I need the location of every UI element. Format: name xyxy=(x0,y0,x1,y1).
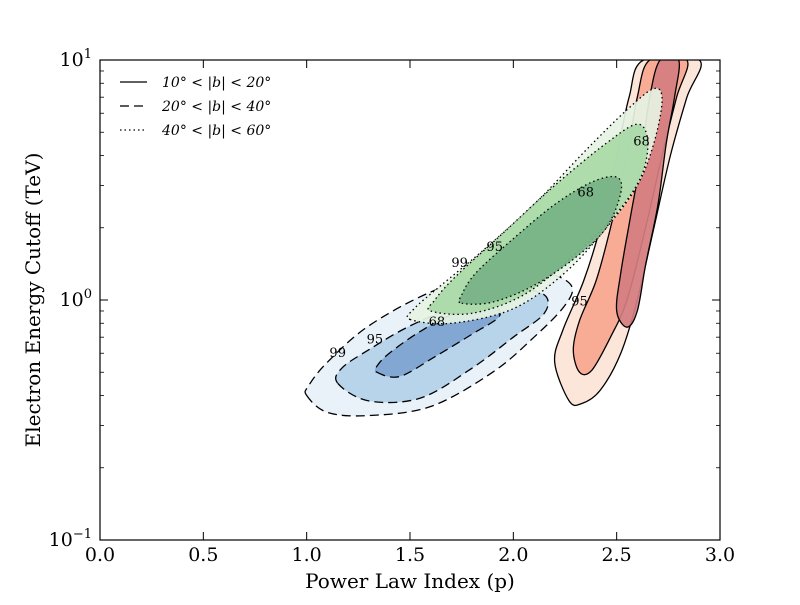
legend-label: 20° < |b| < 40° xyxy=(161,99,271,115)
contour-series1-level-68 xyxy=(615,60,681,328)
x-tick-label: 1.0 xyxy=(292,544,322,566)
contour-labels: 95 68 99 95 68 99 95 68 xyxy=(329,135,649,361)
x-axis-label: Power Law Index (p) xyxy=(305,569,515,593)
contour-label-series1-68: 68 xyxy=(633,135,650,150)
contour-label-series3-95: 95 xyxy=(486,240,503,255)
contour-series3-level-68 xyxy=(458,175,623,305)
legend-label: 40° < |b| < 60° xyxy=(161,123,271,139)
contour-label-series2-99: 99 xyxy=(329,346,346,361)
legend: 10° < |b| < 20° 20° < |b| < 40° 40° < |b| … xyxy=(120,75,271,139)
x-tick-label: 2.0 xyxy=(498,544,528,566)
contour-label-series2-95: 95 xyxy=(367,332,384,347)
contour-label-series3-99: 99 xyxy=(451,256,468,271)
legend-label: 10° < |b| < 20° xyxy=(162,75,271,91)
contour-label-series1-95: 95 xyxy=(571,294,588,309)
x-tick-label: 0.5 xyxy=(188,544,218,566)
contour-label-series2-68: 68 xyxy=(429,315,446,330)
x-tick-label: 0.0 xyxy=(85,544,115,566)
y-axis-label: Electron Energy Cutoff (TeV) xyxy=(21,153,45,448)
x-tick-label: 2.5 xyxy=(602,544,632,566)
x-tick-label: 1.5 xyxy=(395,544,425,566)
contour-regions xyxy=(304,60,702,417)
x-tick-label: 3.0 xyxy=(705,544,735,566)
contour-label-series3-68: 68 xyxy=(577,186,594,201)
